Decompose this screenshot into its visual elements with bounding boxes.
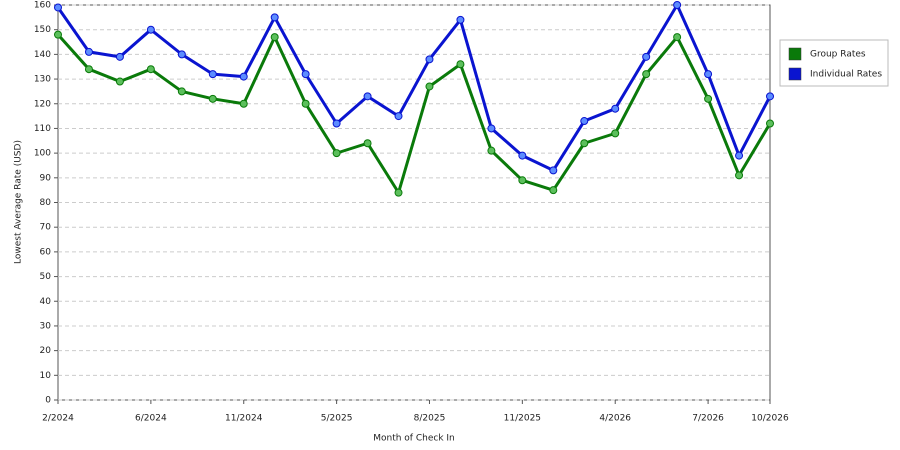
series-line — [56, 33, 772, 195]
y-tick-label: 50 — [40, 272, 52, 282]
data-point — [84, 47, 93, 56]
y-tick-label: 80 — [40, 198, 52, 208]
x-tick-label: 6/2024 — [135, 414, 167, 424]
data-point — [673, 1, 682, 9]
data-point — [54, 30, 62, 39]
data-point — [735, 151, 744, 160]
y-tick-label: 60 — [40, 247, 52, 257]
data-point — [673, 33, 682, 42]
data-point — [394, 112, 403, 121]
x-tick-label: 10/2026 — [751, 414, 789, 424]
y-tick-label: 10 — [40, 371, 52, 381]
data-point — [735, 171, 744, 180]
data-point — [549, 186, 558, 195]
data-point — [177, 87, 186, 96]
y-tick-label: 40 — [40, 297, 52, 307]
legend-label: Individual Rates — [810, 70, 882, 80]
y-axis-label: Lowest Average Rate (USD) — [14, 140, 24, 264]
data-point — [580, 139, 589, 148]
y-tick-label: 130 — [34, 75, 51, 85]
data-point — [394, 188, 403, 197]
data-point — [518, 176, 527, 185]
data-point — [704, 70, 713, 79]
data-point — [549, 166, 558, 175]
x-axis-label: Month of Check In — [373, 434, 455, 444]
y-tick-label: 90 — [40, 173, 52, 183]
data-point — [270, 33, 279, 42]
data-point — [487, 124, 496, 133]
data-point — [425, 55, 434, 64]
data-point — [766, 92, 774, 101]
data-point — [611, 104, 620, 113]
y-tick-label: 100 — [34, 149, 51, 159]
data-point — [766, 119, 774, 128]
x-tick-label: 11/2024 — [225, 414, 263, 424]
y-tick-label: 160 — [34, 1, 51, 11]
data-point — [487, 146, 496, 155]
y-tick-label: 20 — [40, 346, 52, 356]
x-tick-label: 2/2024 — [42, 414, 74, 424]
data-point — [208, 70, 217, 79]
data-point — [301, 70, 310, 79]
data-point — [332, 149, 341, 158]
y-tick-label: 30 — [40, 321, 52, 331]
data-point — [456, 15, 465, 24]
data-point — [115, 77, 124, 86]
data-point — [239, 99, 248, 108]
y-tick-label: 120 — [34, 99, 51, 109]
data-point — [208, 94, 217, 103]
data-point — [518, 151, 527, 160]
data-point — [146, 65, 155, 74]
y-tick-label: 0 — [45, 396, 51, 406]
data-point — [239, 72, 248, 81]
data-point — [611, 129, 620, 138]
y-tick-label: 110 — [34, 124, 51, 134]
legend-swatch — [788, 47, 802, 61]
series-line — [56, 3, 772, 172]
data-point — [84, 65, 93, 74]
x-tick-label: 4/2026 — [599, 414, 631, 424]
x-tick-label: 5/2025 — [321, 414, 353, 424]
data-point — [642, 70, 651, 79]
data-point — [270, 13, 279, 22]
y-tick-label: 150 — [34, 25, 51, 35]
y-tick-label: 70 — [40, 223, 52, 233]
y-tick-label: 140 — [34, 50, 51, 60]
x-tick-label: 8/2025 — [414, 414, 446, 424]
data-point — [456, 60, 465, 69]
data-point — [115, 52, 124, 61]
data-point — [363, 92, 372, 101]
data-point — [54, 3, 62, 12]
x-tick-label: 11/2025 — [504, 414, 541, 424]
x-tick-label: 7/2026 — [692, 414, 724, 424]
legend-label: Group Rates — [810, 50, 866, 60]
data-point — [580, 117, 589, 126]
data-point — [301, 99, 310, 108]
data-point — [642, 52, 651, 61]
data-point — [363, 139, 372, 148]
legend-swatch — [788, 67, 802, 81]
data-point — [332, 119, 341, 128]
data-point — [177, 50, 186, 59]
data-point — [146, 25, 155, 34]
data-point — [704, 94, 713, 103]
data-point — [425, 82, 434, 91]
